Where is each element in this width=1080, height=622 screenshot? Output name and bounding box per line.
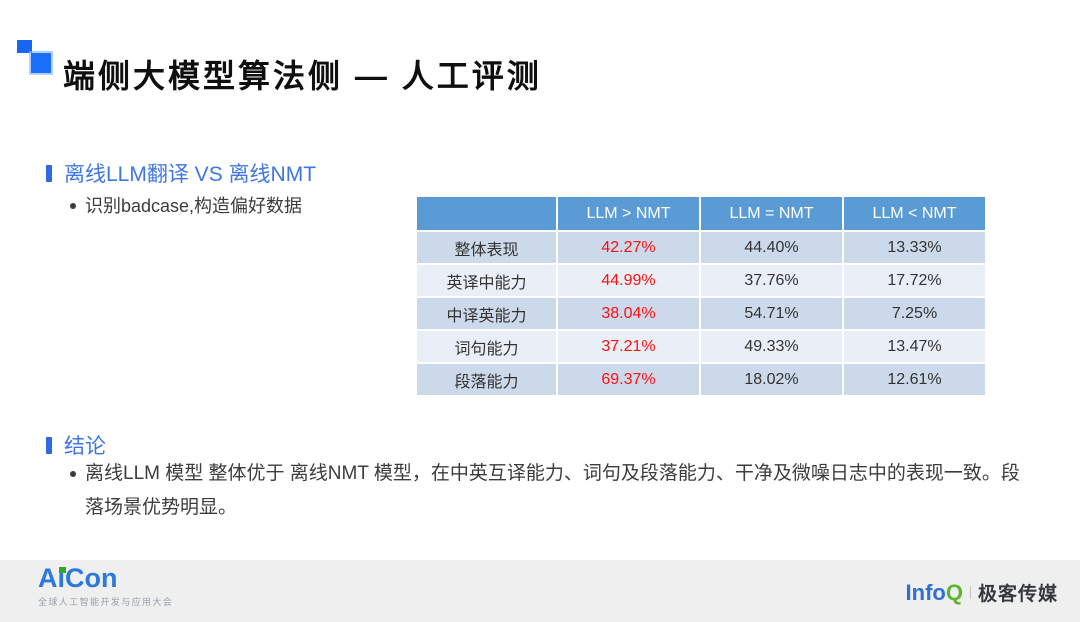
table-cell: 49.33% bbox=[701, 331, 842, 362]
infoq-divider bbox=[969, 586, 971, 599]
table-cell: 42.27% bbox=[558, 232, 699, 263]
bullet-translation: 识别badcase,构造偏好数据 bbox=[70, 194, 302, 218]
row-label: 英译中能力 bbox=[417, 265, 556, 296]
table-row: 英译中能力 44.99% 37.76% 17.72% bbox=[417, 265, 985, 296]
table-cell: 13.33% bbox=[844, 232, 985, 263]
table-cell: 12.61% bbox=[844, 364, 985, 395]
aicon-green-dot-icon bbox=[59, 567, 66, 573]
brand-squares-icon bbox=[17, 40, 32, 53]
section-title: 结论 bbox=[64, 435, 106, 458]
bullet-text: 识别badcase,构造偏好数据 bbox=[85, 196, 303, 216]
row-label: 段落能力 bbox=[417, 364, 556, 395]
table-header-cell: LLM < NMT bbox=[844, 197, 985, 230]
section-title: 离线LLM翻译 VS 离线NMT bbox=[64, 163, 317, 186]
section-heading-conclusion: 结论 bbox=[46, 430, 106, 460]
table-cell: 37.21% bbox=[558, 331, 699, 362]
aicon-logo-text: AiCon bbox=[38, 564, 173, 593]
page-title: 端侧大模型算法侧 — 人工评测 bbox=[63, 58, 542, 95]
row-label: 中译英能力 bbox=[417, 298, 556, 329]
infoq-wordmark: InfoQ bbox=[906, 580, 963, 606]
section-bar-icon bbox=[46, 164, 52, 182]
infoq-q-text: Q bbox=[945, 579, 963, 605]
aicon-tagline: 全球人工智能开发与应用大会 bbox=[38, 597, 174, 607]
infoq-logo: InfoQ 极客传媒 bbox=[906, 579, 1058, 606]
table-row: 整体表现 42.27% 44.40% 13.33% bbox=[417, 232, 985, 263]
table-cell: 38.04% bbox=[558, 298, 699, 329]
table-cell: 54.71% bbox=[701, 298, 842, 329]
bullet-conclusion: 离线LLM 模型 整体优于 离线NMT 模型，在中英互译能力、词句及段落能力、干… bbox=[70, 457, 1028, 525]
table-row: 词句能力 37.21% 49.33% 13.47% bbox=[417, 331, 985, 362]
bullet-text: 离线LLM 模型 整体优于 离线NMT 模型，在中英互译能力、词句及段落能力、干… bbox=[85, 463, 1020, 518]
brand-squares-icon bbox=[31, 53, 51, 73]
infoq-media-name: 极客传媒 bbox=[977, 584, 1058, 605]
table-cell: 44.40% bbox=[701, 232, 842, 263]
table-header-row: LLM > NMT LLM = NMT LLM < NMT bbox=[417, 197, 985, 230]
table-cell: 7.25% bbox=[844, 298, 985, 329]
table-cell: 37.76% bbox=[701, 265, 842, 296]
table-cell: 44.99% bbox=[558, 265, 699, 296]
table-header-cell: LLM = NMT bbox=[701, 197, 842, 230]
section-bar-icon bbox=[46, 436, 52, 454]
bullet-dot-icon bbox=[70, 471, 76, 477]
infoq-info-text: Info bbox=[905, 579, 946, 605]
row-label: 整体表现 bbox=[417, 232, 556, 263]
table-corner-cell bbox=[417, 197, 556, 230]
table-row: 段落能力 69.37% 18.02% 12.61% bbox=[417, 364, 985, 395]
table-header-cell: LLM > NMT bbox=[558, 197, 699, 230]
table-row: 中译英能力 38.04% 54.71% 7.25% bbox=[417, 298, 985, 329]
aicon-wordmark: AiCon bbox=[38, 563, 118, 593]
section-heading-translation: 离线LLM翻译 VS 离线NMT bbox=[46, 158, 316, 188]
table-cell: 13.47% bbox=[844, 331, 985, 362]
bullet-dot-icon bbox=[70, 203, 76, 209]
table-cell: 17.72% bbox=[844, 265, 985, 296]
row-label: 词句能力 bbox=[417, 331, 556, 362]
footer-bar: AiCon 全球人工智能开发与应用大会 InfoQ 极客传媒 bbox=[0, 560, 1080, 622]
evaluation-table: LLM > NMT LLM = NMT LLM < NMT 整体表现 42.27… bbox=[415, 195, 987, 397]
table-cell: 18.02% bbox=[701, 364, 842, 395]
table-cell: 69.37% bbox=[558, 364, 699, 395]
aicon-logo: AiCon 全球人工智能开发与应用大会 bbox=[38, 564, 173, 608]
